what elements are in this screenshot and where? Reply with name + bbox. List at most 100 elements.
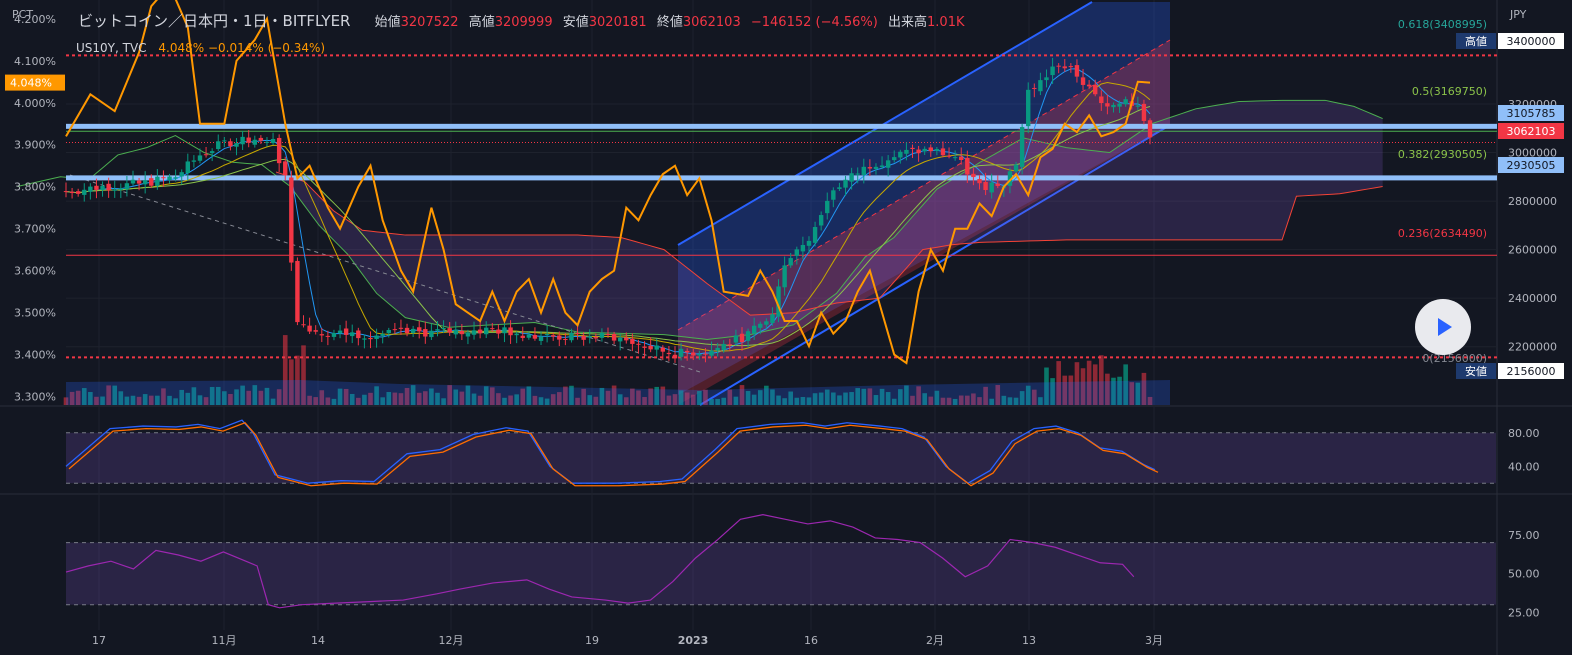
volume-bar: [861, 388, 867, 405]
candle-body: [928, 147, 933, 152]
volume-bar: [234, 389, 239, 405]
candle-body: [1086, 84, 1092, 87]
candle-body: [946, 155, 952, 157]
candle-body: [1074, 65, 1080, 77]
candle-body: [295, 260, 300, 323]
volume-bar: [1135, 382, 1141, 405]
candle-body: [654, 345, 659, 350]
candle-body: [605, 334, 611, 336]
candle-body: [63, 191, 69, 193]
volume-bar: [587, 395, 593, 405]
volume-bar: [423, 391, 428, 405]
symbol-title[interactable]: ビットコイン／日本円・1日・BITFLYER: [78, 12, 351, 30]
volume-bar: [770, 389, 775, 405]
volume-bar: [611, 385, 617, 405]
candle-body: [1056, 65, 1061, 67]
candle-body: [532, 334, 538, 339]
volume-bar: [581, 388, 586, 405]
candle-body: [934, 149, 940, 151]
candle-body: [885, 160, 891, 168]
candle-body: [581, 335, 586, 340]
volume-bar: [1074, 362, 1080, 405]
candle-body: [410, 328, 416, 333]
replay-play-button[interactable]: [1415, 299, 1471, 355]
candle-body: [337, 330, 343, 334]
open-label: 始値: [374, 15, 401, 30]
stoch-band: [66, 432, 1496, 484]
candle-body: [587, 336, 592, 338]
candle-body: [751, 325, 757, 334]
overlay-value: 4.048% −0.014% (−0.34%): [158, 41, 326, 55]
low-value: 3020181: [588, 15, 647, 30]
volume-bar: [1080, 368, 1086, 405]
volume-bar: [453, 389, 459, 405]
high-value: 3209999: [494, 15, 553, 30]
volume-bar: [1105, 373, 1110, 405]
volume-bar: [1062, 375, 1068, 405]
volume-bar: [946, 397, 952, 405]
volume-bar: [222, 391, 227, 405]
volume-bar: [617, 394, 623, 405]
candle-body: [520, 335, 525, 338]
candle-body: [404, 327, 410, 334]
candle-body: [691, 352, 696, 356]
volume-bar: [112, 385, 118, 405]
volume-bar: [666, 395, 672, 405]
time-axis-tick: 17: [92, 634, 106, 647]
candle-body: [965, 157, 970, 175]
candle-body: [721, 343, 726, 350]
volume-bar: [806, 397, 812, 405]
time-axis-tick: 16: [804, 634, 818, 647]
candle-body: [1044, 77, 1049, 81]
volume-bar: [325, 397, 331, 405]
volume-bar: [429, 388, 434, 405]
volume-bar: [751, 394, 757, 405]
volume-bar: [824, 389, 830, 405]
right-axis-tick: 3000000: [1508, 147, 1557, 160]
volume-bar: [1013, 397, 1019, 405]
candle-body: [106, 183, 111, 191]
candle-body: [703, 353, 708, 355]
volume-bar: [1141, 372, 1147, 405]
volume-bar: [215, 386, 221, 405]
candle-body: [252, 139, 257, 145]
channel-upper-line: [677, 1, 1093, 246]
candle-body: [837, 187, 842, 189]
candle-body: [142, 180, 148, 185]
candle-body: [216, 141, 221, 150]
play-icon: [1438, 318, 1452, 336]
change-value: −146152 (−4.56%): [750, 15, 878, 30]
low-tag-value: 2156000: [1507, 365, 1556, 378]
open-value: 3207522: [400, 15, 459, 30]
candle-body: [203, 154, 209, 156]
candle-body: [727, 344, 733, 346]
volume-bar: [898, 389, 903, 405]
volume-bar: [514, 394, 519, 405]
volume-bar: [1019, 391, 1025, 405]
volume-bar: [630, 388, 635, 405]
candle-body: [465, 332, 471, 337]
volume-bar: [709, 398, 714, 405]
volume-bar: [1147, 396, 1153, 405]
candle-body: [952, 157, 958, 159]
volume-bar: [526, 386, 532, 405]
volume-bar: [319, 390, 325, 405]
volume-bar: [1117, 376, 1122, 405]
volume-bar: [831, 392, 836, 405]
volume-bar: [1092, 364, 1098, 405]
right-axis-tick: 2800000: [1508, 195, 1557, 208]
volume-bar: [155, 395, 160, 405]
volume-bar: [1086, 360, 1092, 405]
candle-body: [977, 179, 982, 184]
volume-bar: [258, 390, 264, 405]
volume-bar: [965, 395, 970, 405]
high-label: 高値: [468, 15, 495, 30]
volume-bar: [910, 395, 915, 405]
overlay-legend[interactable]: US10Y, TVC 4.048% −0.014% (−0.34%): [76, 41, 325, 55]
rsi-axis-tick: 75.00: [1508, 529, 1540, 542]
volume-bar: [106, 385, 111, 405]
candle-body: [1026, 89, 1031, 127]
rsi-axis-tick: 50.00: [1508, 568, 1540, 581]
candle-body: [989, 182, 994, 193]
